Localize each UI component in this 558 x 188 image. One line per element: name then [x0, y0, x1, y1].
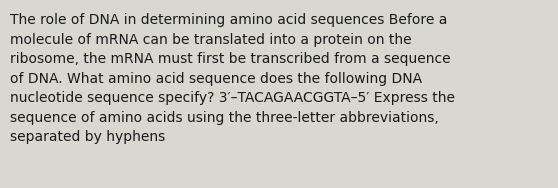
Text: The role of DNA in determining amino acid sequences Before a
molecule of mRNA ca: The role of DNA in determining amino aci… — [10, 13, 455, 144]
